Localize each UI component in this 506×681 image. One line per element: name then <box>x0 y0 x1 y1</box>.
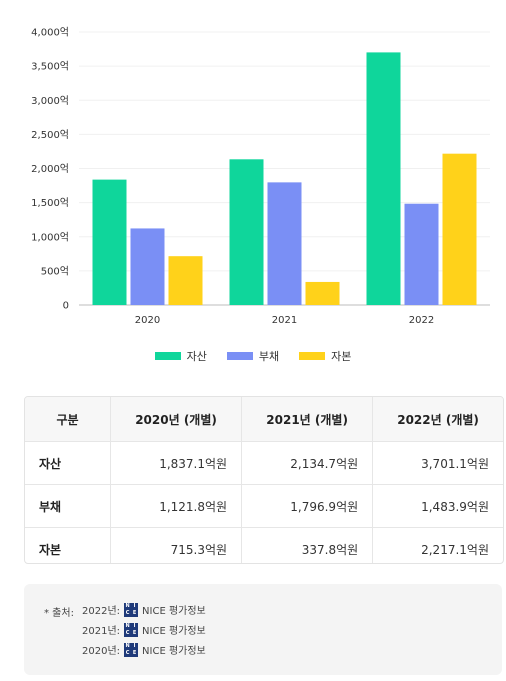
bar-2020-liability <box>130 228 165 305</box>
legend-label-equity: 자본 <box>331 350 352 363</box>
bar-2020-asset <box>92 179 127 305</box>
financial-table: 구분 2020년 (개별) 2021년 (개별) 2022년 (개별) 자산 1… <box>25 397 503 563</box>
legend-swatch-liability <box>226 352 253 360</box>
bar-2021-equity <box>305 281 340 305</box>
y-tick-label: 1,500억 <box>31 197 69 209</box>
table-header-row: 구분 2020년 (개별) 2021년 (개별) 2022년 (개별) <box>25 397 503 442</box>
source-year: 2020년: <box>82 646 121 657</box>
bar-2021-asset <box>229 159 264 305</box>
table-cell: 715.3억원 <box>110 527 243 563</box>
x-tick-label: 2021 <box>272 315 297 326</box>
y-tick-label: 1,000억 <box>31 231 69 243</box>
legend-item-liability[interactable]: 부채 <box>226 348 280 364</box>
header-2021: 2021년 (개별) <box>241 397 374 442</box>
source-year: 2021년: <box>82 626 121 637</box>
source-prefix: * 출처: <box>44 608 74 619</box>
row-label: 부채 <box>25 484 111 528</box>
y-tick-label: 2,500억 <box>31 129 69 141</box>
row-label: 자산 <box>25 441 111 485</box>
bar-2022-equity <box>442 153 477 305</box>
y-tick-label: 500억 <box>41 265 69 277</box>
table-cell: 1,483.9억원 <box>372 484 503 528</box>
legend-label-liability: 부채 <box>258 350 280 363</box>
x-tick-label: 2022 <box>409 315 434 326</box>
bar-2022-asset <box>366 52 401 305</box>
chart-svg: 0 500억 1,000억 1,500억 2,000억 2,500억 3,000억 3,500… <box>31 27 490 326</box>
legend-label-asset: 자산 <box>186 350 207 363</box>
header-2022: 2022년 (개별) <box>372 397 503 442</box>
y-tick-label: 4,000억 <box>31 27 69 39</box>
table-row: 자본 715.3억원 337.8억원 2,217.1억원 <box>25 527 503 563</box>
legend-item-equity[interactable]: 자본 <box>299 348 351 364</box>
table-cell: 1,121.8억원 <box>110 484 243 528</box>
chart-legend: 자산 부채 자본 <box>0 348 506 364</box>
y-tick-label: 3,500억 <box>31 61 69 73</box>
table-row: 부채 1,121.8억원 1,796.9억원 1,483.9억원 <box>25 484 503 528</box>
x-tick-label: 2020 <box>135 315 160 326</box>
bar-chart: 0 500억 1,000억 1,500억 2,000억 2,500억 3,000억 3,500… <box>31 27 490 326</box>
table-cell: 337.8억원 <box>241 527 374 563</box>
source-year: 2022년: <box>82 606 121 617</box>
bar-2021-liability <box>267 182 302 305</box>
bar-2020-equity <box>168 256 203 305</box>
source-name: NICE 평가정보 <box>142 626 206 637</box>
header-category: 구분 <box>25 397 111 442</box>
y-tick-label: 2,000억 <box>31 163 69 175</box>
legend-item-asset[interactable]: 자산 <box>154 348 207 364</box>
source-name: NICE 평가정보 <box>142 646 206 657</box>
source-name: NICE 평가정보 <box>142 606 206 617</box>
bar-2022-liability <box>404 203 439 305</box>
table-cell: 1,796.9억원 <box>241 484 374 528</box>
legend-swatch-asset <box>154 352 181 360</box>
table-cell: 3,701.1억원 <box>372 441 503 485</box>
header-2020: 2020년 (개별) <box>110 397 243 442</box>
table-row: 자산 1,837.1억원 2,134.7억원 3,701.1억원 <box>25 441 503 485</box>
table-cell: 2,217.1억원 <box>421 542 489 557</box>
row-label: 자본 <box>25 527 111 563</box>
legend-swatch-equity <box>299 352 326 360</box>
table-cell: 1,837.1억원 <box>110 441 243 485</box>
financial-table-card: 구분 2020년 (개별) 2021년 (개별) 2022년 (개별) 자산 1… <box>24 396 504 564</box>
table-cell: 2,134.7억원 <box>241 441 374 485</box>
y-tick-label: 3,000억 <box>31 95 69 107</box>
y-tick-label: 0 <box>63 301 69 312</box>
